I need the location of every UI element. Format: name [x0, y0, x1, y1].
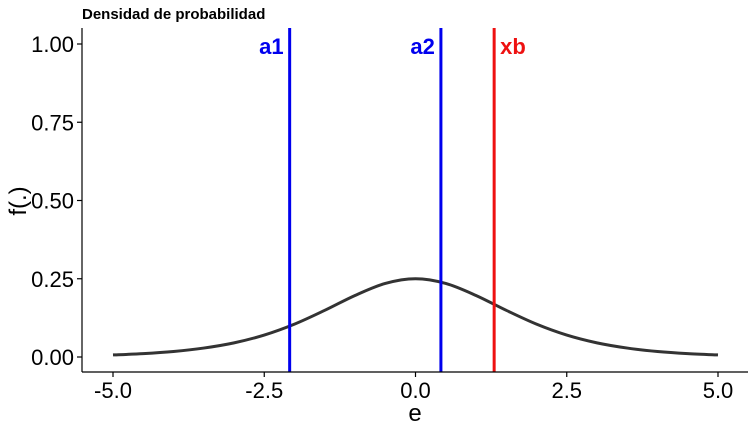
y-tick-label: 0.50 — [31, 189, 74, 214]
x-tick-label: -5.0 — [94, 378, 132, 403]
y-tick-label: 1.00 — [31, 32, 74, 57]
x-tick-label: 2.5 — [551, 378, 582, 403]
y-tick-label: 0.25 — [31, 267, 74, 292]
y-tick-label: 0.00 — [31, 345, 74, 370]
density-curve-0 — [112, 277, 719, 357]
y-axis-title: f(.) — [5, 186, 32, 215]
x-axis-title: e — [408, 400, 421, 427]
x-axis-ticks: -5.0 -2.5 0.0 2.5 5.0 — [94, 372, 733, 403]
vline-label-a1: a1 — [259, 34, 283, 59]
vline-label-a2: a2 — [410, 34, 434, 59]
x-tick-label: 0.0 — [400, 378, 431, 403]
x-tick-label: 5.0 — [703, 378, 734, 403]
plot-area: a1 a2 xb — [112, 28, 719, 372]
chart-title: Densidad de probabilidad — [82, 6, 265, 23]
y-axis-ticks: 0.00 0.25 0.50 0.75 1.00 — [31, 32, 82, 370]
y-tick-label: 0.75 — [31, 110, 74, 135]
vline-label-xb: xb — [500, 34, 526, 59]
x-tick-label: -2.5 — [245, 378, 283, 403]
